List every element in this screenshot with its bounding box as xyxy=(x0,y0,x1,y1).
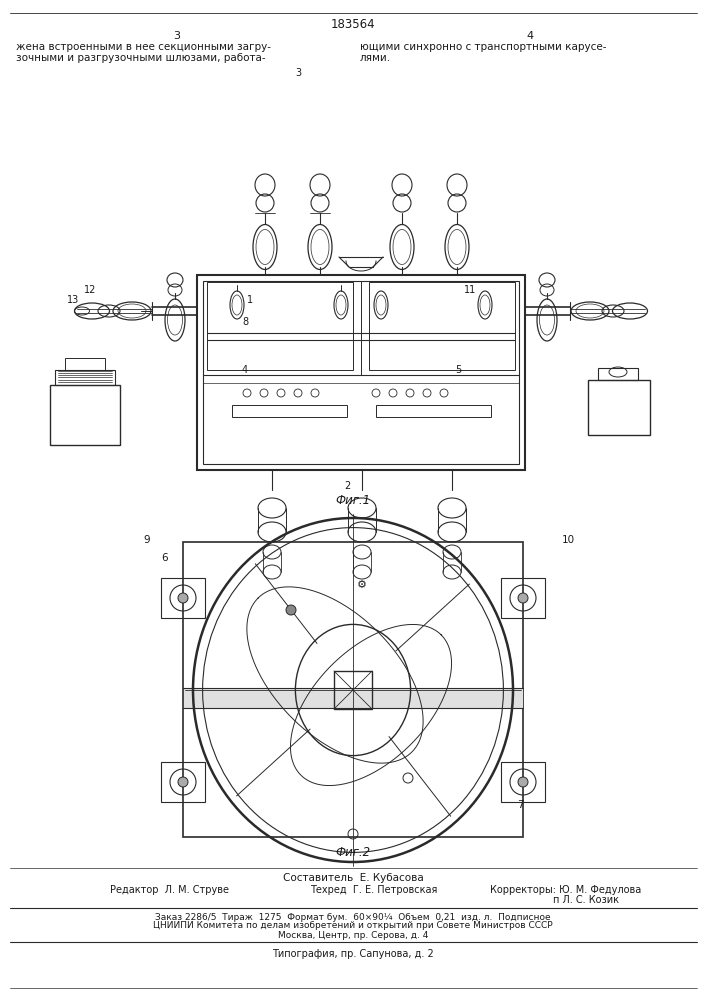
Text: Редактор  Л. М. Струве: Редактор Л. М. Струве xyxy=(110,885,229,895)
Text: 3: 3 xyxy=(295,68,301,78)
Text: лями.: лями. xyxy=(360,53,391,63)
Bar xyxy=(65,358,105,370)
Text: 3: 3 xyxy=(173,31,180,41)
Bar xyxy=(183,542,523,837)
Circle shape xyxy=(178,593,188,603)
Text: Составитель  Е. Кубасова: Составитель Е. Кубасова xyxy=(283,873,423,883)
Bar xyxy=(50,385,120,445)
Text: 12: 12 xyxy=(84,285,96,295)
Text: Москва, Центр, пр. Серова, д. 4: Москва, Центр, пр. Серова, д. 4 xyxy=(278,930,428,940)
Text: ющими синхронно с транспортными карусе-: ющими синхронно с транспортными карусе- xyxy=(360,42,607,52)
Bar xyxy=(598,368,638,380)
Text: 13: 13 xyxy=(67,295,79,305)
Text: 2: 2 xyxy=(344,481,350,491)
Bar xyxy=(334,671,372,709)
Bar xyxy=(55,370,115,385)
Text: Фиг.2: Фиг.2 xyxy=(335,846,370,858)
Text: Заказ 2286/5  Тираж  1275  Формат бум.  60×90¼  Объем  0,21  изд. л.  Подписное: Заказ 2286/5 Тираж 1275 Формат бум. 60×9… xyxy=(156,912,551,922)
Text: Фиг.1: Фиг.1 xyxy=(335,493,370,506)
Bar xyxy=(161,762,205,802)
Text: Типография, пр. Сапунова, д. 2: Типография, пр. Сапунова, д. 2 xyxy=(272,949,434,959)
Text: 1: 1 xyxy=(247,295,253,305)
Text: Техред  Г. Е. Петровская: Техред Г. Е. Петровская xyxy=(310,885,438,895)
Text: 4: 4 xyxy=(242,365,248,375)
Bar xyxy=(197,275,525,470)
Bar xyxy=(369,282,515,370)
Circle shape xyxy=(518,593,528,603)
Text: Корректоры: Ю. М. Федулова: Корректоры: Ю. М. Федулова xyxy=(490,885,641,895)
Bar xyxy=(203,281,519,464)
Bar xyxy=(501,762,545,802)
Text: 8: 8 xyxy=(242,317,248,327)
Bar xyxy=(588,380,650,435)
Bar xyxy=(501,578,545,618)
Text: 4: 4 xyxy=(527,31,534,41)
Bar xyxy=(232,405,347,417)
Text: 9: 9 xyxy=(144,535,151,545)
Text: 5: 5 xyxy=(455,365,461,375)
Text: 10: 10 xyxy=(561,535,575,545)
Bar xyxy=(376,405,491,417)
Circle shape xyxy=(518,777,528,787)
Text: п Л. С. Козик: п Л. С. Козик xyxy=(553,895,619,905)
Circle shape xyxy=(286,605,296,615)
Bar xyxy=(161,578,205,618)
Text: зочными и разгрузочными шлюзами, работа-: зочными и разгрузочными шлюзами, работа- xyxy=(16,53,266,63)
Text: 7: 7 xyxy=(517,800,523,810)
Text: 6: 6 xyxy=(162,553,168,563)
Bar xyxy=(207,282,353,370)
Bar xyxy=(183,688,523,708)
Text: 183564: 183564 xyxy=(331,17,375,30)
Text: ЦНИИПИ Комитета по делам изобретений и открытий при Совете Министров СССР: ЦНИИПИ Комитета по делам изобретений и о… xyxy=(153,922,553,930)
Text: 11: 11 xyxy=(464,285,476,295)
Circle shape xyxy=(178,777,188,787)
Text: жена встроенными в нее секционными загру-: жена встроенными в нее секционными загру… xyxy=(16,42,271,52)
Text: ⚙: ⚙ xyxy=(357,580,367,590)
